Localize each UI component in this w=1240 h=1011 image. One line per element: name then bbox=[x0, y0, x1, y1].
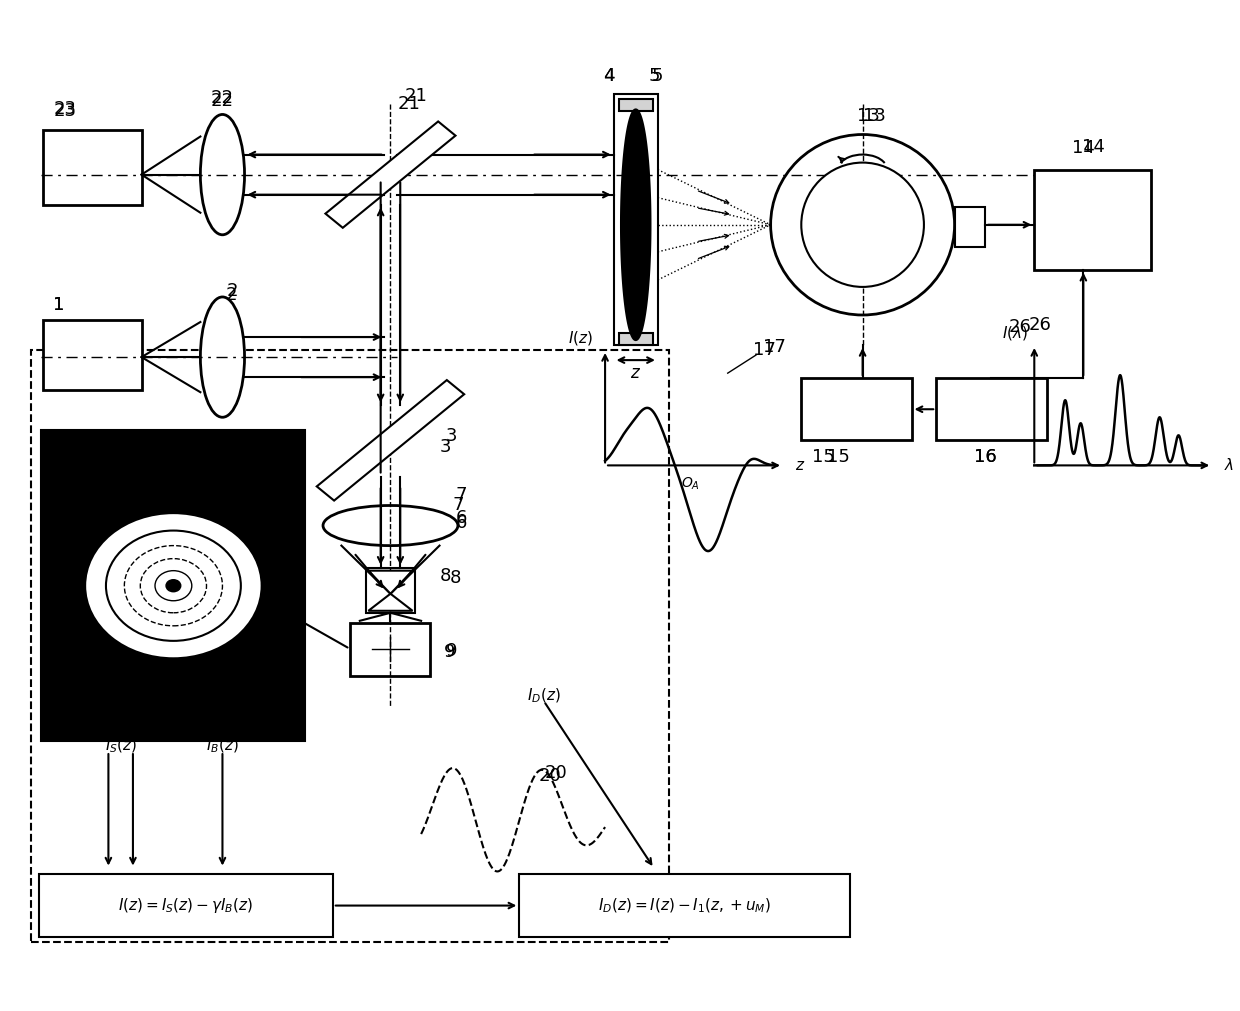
Text: 23: 23 bbox=[53, 102, 76, 120]
Text: 23: 23 bbox=[53, 100, 76, 118]
Ellipse shape bbox=[140, 559, 207, 613]
Text: 13: 13 bbox=[863, 107, 887, 125]
Text: 9: 9 bbox=[444, 643, 455, 661]
Text: 22: 22 bbox=[211, 92, 234, 110]
Bar bbox=[43, 129, 141, 204]
Text: 14: 14 bbox=[1071, 139, 1095, 157]
Ellipse shape bbox=[124, 546, 222, 626]
Bar bbox=[801, 378, 911, 441]
Bar bbox=[350, 623, 430, 676]
Text: 4: 4 bbox=[603, 68, 615, 85]
Text: 16: 16 bbox=[973, 448, 997, 466]
Text: 21: 21 bbox=[404, 87, 428, 105]
Bar bbox=[31, 350, 668, 941]
Bar bbox=[936, 378, 1047, 441]
Polygon shape bbox=[325, 121, 455, 227]
Text: 14: 14 bbox=[1081, 137, 1105, 156]
Text: 2: 2 bbox=[227, 282, 238, 300]
Text: 17: 17 bbox=[753, 341, 776, 359]
Text: 4: 4 bbox=[603, 68, 615, 85]
Text: 5: 5 bbox=[649, 68, 660, 85]
Text: 12: 12 bbox=[211, 448, 234, 466]
Text: $I(z)=I_S(z)-\gamma I_B(z)$: $I(z)=I_S(z)-\gamma I_B(z)$ bbox=[118, 896, 253, 915]
Text: 11: 11 bbox=[124, 444, 146, 461]
Bar bbox=[43, 320, 141, 390]
Ellipse shape bbox=[201, 114, 244, 235]
Ellipse shape bbox=[801, 163, 924, 287]
Text: 2: 2 bbox=[226, 286, 237, 304]
Bar bbox=[366, 567, 415, 613]
Bar bbox=[619, 333, 653, 345]
Text: 26: 26 bbox=[1009, 318, 1032, 336]
Bar bbox=[520, 875, 851, 936]
Text: 12: 12 bbox=[211, 444, 234, 461]
Text: $I_B(z)$: $I_B(z)$ bbox=[206, 737, 239, 755]
Text: 7: 7 bbox=[456, 486, 467, 504]
Bar bbox=[619, 99, 653, 111]
Text: $I(z)$: $I(z)$ bbox=[568, 329, 593, 347]
Text: 10: 10 bbox=[51, 448, 73, 466]
Polygon shape bbox=[368, 570, 413, 593]
Text: $I_D(z)=I(z)-I_1(z,+u_M)$: $I_D(z)=I(z)-I_1(z,+u_M)$ bbox=[598, 897, 771, 915]
Bar bbox=[614, 94, 657, 345]
Polygon shape bbox=[368, 593, 413, 611]
Text: 16: 16 bbox=[973, 448, 997, 466]
Text: 8: 8 bbox=[450, 569, 461, 586]
Text: $I_S(z)$: $I_S(z)$ bbox=[104, 737, 136, 755]
Text: 20: 20 bbox=[544, 764, 568, 783]
Text: 8: 8 bbox=[440, 567, 451, 584]
Bar bbox=[41, 431, 305, 741]
Ellipse shape bbox=[770, 134, 955, 315]
Bar bbox=[38, 875, 332, 936]
Text: 9: 9 bbox=[446, 642, 458, 660]
Text: $z$: $z$ bbox=[795, 458, 806, 473]
Text: $\lambda$: $\lambda$ bbox=[1224, 457, 1235, 473]
Text: 15: 15 bbox=[812, 448, 835, 466]
Text: 5: 5 bbox=[652, 68, 663, 85]
Text: 22: 22 bbox=[211, 89, 234, 107]
Text: $z$: $z$ bbox=[630, 364, 641, 382]
Text: $I_D(z)$: $I_D(z)$ bbox=[527, 686, 560, 706]
Text: 1: 1 bbox=[53, 296, 64, 314]
Text: 21: 21 bbox=[398, 95, 420, 113]
Bar bbox=[955, 206, 986, 247]
Text: 1: 1 bbox=[53, 296, 64, 314]
Text: 3: 3 bbox=[440, 439, 451, 456]
Text: 15: 15 bbox=[827, 448, 849, 466]
Text: 11: 11 bbox=[122, 448, 144, 466]
Ellipse shape bbox=[166, 579, 181, 591]
Text: 7: 7 bbox=[453, 496, 464, 515]
Text: 26: 26 bbox=[1029, 316, 1052, 334]
Ellipse shape bbox=[201, 297, 244, 418]
Ellipse shape bbox=[322, 506, 458, 546]
Text: 3: 3 bbox=[446, 428, 458, 445]
Text: 6: 6 bbox=[456, 509, 467, 527]
Text: $I(\lambda)$: $I(\lambda)$ bbox=[1002, 325, 1028, 342]
Polygon shape bbox=[621, 109, 651, 340]
Text: 17: 17 bbox=[763, 338, 786, 356]
Ellipse shape bbox=[105, 531, 241, 641]
Ellipse shape bbox=[88, 516, 259, 656]
Text: 20: 20 bbox=[538, 767, 562, 786]
Bar bbox=[1034, 170, 1151, 270]
Ellipse shape bbox=[155, 570, 192, 601]
Text: $O_A$: $O_A$ bbox=[682, 475, 701, 491]
Text: 10: 10 bbox=[51, 444, 73, 461]
Text: 6: 6 bbox=[456, 514, 467, 532]
Text: 13: 13 bbox=[857, 107, 880, 125]
Polygon shape bbox=[316, 380, 464, 500]
